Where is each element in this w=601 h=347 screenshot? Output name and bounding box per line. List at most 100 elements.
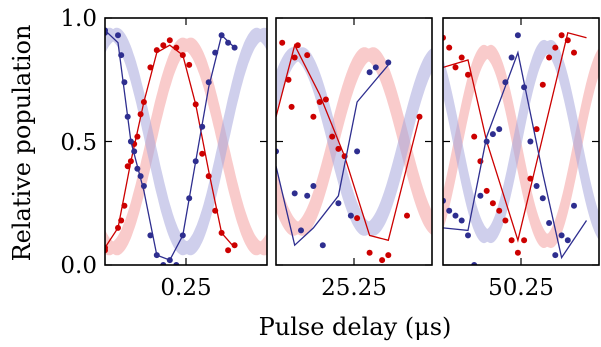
red-data-point: [166, 37, 173, 44]
blue-data-point: [354, 148, 361, 155]
red-data-point: [137, 111, 144, 118]
blue-data-point: [458, 217, 465, 224]
blue-data-point: [521, 84, 528, 91]
blue-data-point: [385, 59, 392, 66]
blue-data-point: [552, 252, 559, 259]
red-data-point: [291, 54, 298, 61]
blue-data-point: [212, 49, 219, 56]
blue-data-point: [571, 202, 577, 209]
red-data-point: [160, 42, 167, 49]
blue-data-point: [477, 192, 484, 199]
blue-data-point: [539, 195, 546, 202]
blue-data-point: [118, 52, 125, 59]
panel-plot-area: [443, 31, 599, 265]
blue-data-point: [186, 195, 193, 202]
blue-data-point: [179, 232, 186, 239]
blue-data-point: [558, 232, 565, 239]
red-data-point: [416, 113, 423, 120]
red-data-point: [199, 150, 206, 157]
red-data-point: [552, 44, 559, 51]
blue-data-point: [140, 183, 147, 189]
panel-2: 25.25: [275, 17, 433, 301]
blue-data-point: [304, 192, 311, 199]
red-data-point: [502, 217, 509, 224]
red-data-point: [115, 224, 121, 231]
panel-plot-area: [276, 39, 432, 264]
red-data-point: [533, 126, 540, 133]
y-tick-label: 1.0: [60, 6, 97, 32]
red-data-point: [452, 64, 459, 71]
blue-data-point: [124, 113, 131, 120]
blue-data-point: [134, 165, 141, 172]
blue-data-point: [546, 220, 553, 226]
red-envelope-band: [276, 47, 432, 236]
red-data-point: [446, 44, 453, 51]
y-tick-label: 0.0: [60, 253, 97, 279]
blue-data-point: [231, 44, 238, 51]
blue-data-point: [291, 190, 298, 197]
red-data-point: [385, 252, 392, 259]
red-data-point: [127, 158, 134, 165]
red-data-point: [140, 99, 147, 105]
red-data-point: [471, 133, 478, 140]
blue-envelope-band: [105, 27, 267, 256]
red-data-point: [354, 215, 361, 222]
red-data-point: [218, 229, 225, 236]
red-fit-line: [443, 31, 587, 243]
red-data-point: [205, 173, 212, 180]
blue-data-point: [131, 148, 138, 155]
blue-data-point: [115, 32, 121, 39]
red-data-point: [571, 49, 577, 56]
red-data-point: [212, 207, 219, 214]
red-data-point: [329, 133, 336, 140]
red-data-point: [186, 61, 193, 68]
panel-1: 0.25: [104, 17, 268, 301]
red-data-point: [118, 217, 125, 224]
y-axis-label: Relative population: [8, 25, 36, 262]
blue-data-point: [298, 227, 304, 234]
red-data-point: [322, 96, 329, 103]
blue-fit-line: [276, 64, 389, 247]
blue-data-point: [166, 257, 173, 264]
red-data-point: [304, 52, 311, 59]
blue-fit-line: [443, 50, 588, 260]
blue-data-point: [137, 173, 144, 180]
red-data-point: [179, 52, 186, 59]
red-data-point: [489, 200, 496, 207]
blue-data-point: [446, 207, 453, 214]
blue-data-point: [372, 64, 379, 71]
red-data-point: [285, 76, 292, 83]
blue-data-point: [225, 39, 232, 46]
blue-data-point: [192, 158, 199, 165]
blue-data-point: [452, 212, 459, 219]
panel-3: 50.25: [442, 17, 600, 301]
red-data-point: [310, 113, 317, 120]
red-data-point: [316, 99, 323, 105]
blue-data-point: [199, 123, 206, 130]
red-data-point: [546, 54, 553, 61]
blue-data-point: [153, 252, 160, 259]
red-data-point: [465, 71, 471, 78]
blue-data-point: [483, 138, 490, 145]
red-data-point: [121, 202, 128, 209]
red-envelope-band: [105, 37, 267, 256]
red-data-point: [496, 207, 503, 214]
red-data-point: [153, 47, 160, 54]
blue-data-point: [508, 54, 515, 61]
blue-data-point: [514, 32, 521, 39]
red-data-point: [483, 187, 490, 194]
red-data-point: [514, 249, 521, 256]
red-data-point: [558, 32, 565, 39]
blue-data-point: [127, 138, 134, 145]
red-data-point: [335, 145, 342, 152]
red-data-point: [527, 175, 534, 182]
red-data-point: [379, 257, 386, 264]
red-data-point: [508, 237, 515, 244]
red-data-point: [147, 64, 154, 71]
blue-data-point: [533, 183, 540, 189]
blue-data-point: [465, 232, 471, 239]
blue-data-point: [366, 69, 373, 76]
blue-data-point: [319, 242, 326, 249]
red-data-point: [564, 37, 571, 44]
blue-data-point: [335, 200, 342, 207]
